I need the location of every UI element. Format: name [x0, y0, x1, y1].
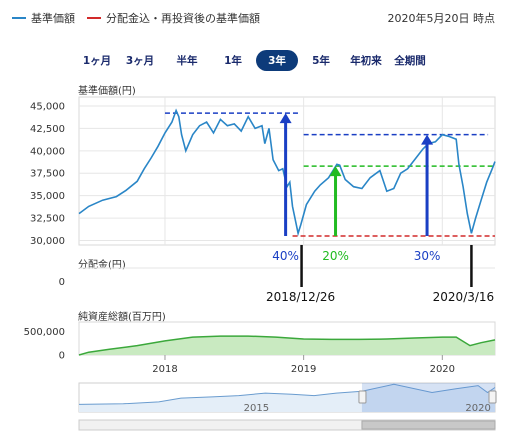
- assets-x-tick-label: 2018: [152, 364, 177, 375]
- nav-y-tick-label: 45,000: [30, 101, 65, 112]
- tab-half-year[interactable]: 半年: [176, 55, 198, 67]
- tab-3-years[interactable]: 3年: [256, 50, 298, 71]
- pct-label-20: 20%: [322, 249, 349, 263]
- assets-axis-title: 純資産総額(百万円): [78, 312, 166, 323]
- pct-label-40: 40%: [272, 249, 299, 263]
- dist-y-tick-label: 0: [59, 277, 65, 288]
- nav-series-line: [78, 108, 496, 237]
- nav-y-tick-label: 30,000: [30, 236, 65, 247]
- nav-y-tick-label: 32,500: [30, 214, 65, 225]
- navigator-area-fill: [79, 384, 495, 412]
- legend-item-reinvested: 分配金込・再投資後の基準価額: [87, 10, 260, 26]
- navigator-x-tick-label: 2015: [244, 403, 269, 414]
- tab-all-time[interactable]: 全期間: [394, 55, 426, 67]
- nav-y-tick-label: 40,000: [30, 146, 65, 157]
- navigator-x-tick-label: 2020: [465, 403, 490, 414]
- nav-y-tick-label: 42,500: [30, 124, 65, 135]
- navigator-scrollbar-thumb: [361, 420, 496, 430]
- nav-y-tick-label: 37,500: [30, 169, 65, 180]
- assets-area-fill: [79, 336, 495, 355]
- navigator-handle-right: [488, 390, 497, 404]
- assets-series-line: [78, 335, 496, 356]
- navigator-handle-left: [358, 390, 367, 404]
- legend-item-nav: 基準価額: [12, 10, 75, 26]
- dist-axis-title: 分配金(円): [78, 260, 126, 271]
- pct-label-30: 30%: [414, 249, 441, 263]
- assets-x-tick-label: 2020: [430, 364, 455, 375]
- tab-3-months[interactable]: 3ヶ月: [125, 55, 155, 67]
- chart-legend: 基準価額 分配金込・再投資後の基準価額: [12, 10, 260, 26]
- legend-swatch-reinvested: [87, 17, 101, 19]
- date-label-2020-03-16: 2020/3/16: [433, 290, 495, 304]
- assets-y-tick-label: 0: [59, 351, 65, 362]
- period-tabs: 1ヶ月 3ヶ月 半年 1年 3年 5年 年初来 全期間: [78, 50, 432, 71]
- tab-5-years[interactable]: 5年: [312, 55, 330, 67]
- legend-label-reinvested: 分配金込・再投資後の基準価額: [106, 12, 260, 25]
- date-label-2018-12-26: 2018/12/26: [266, 290, 335, 304]
- drawdown-arrow-2018-head: [279, 113, 292, 124]
- tab-ytd[interactable]: 年初来: [350, 55, 382, 67]
- tab-1-month[interactable]: 1ヶ月: [82, 55, 112, 67]
- recovery-arrow-2019-head: [329, 166, 342, 177]
- assets-y-tick-label: 500,000: [24, 327, 65, 338]
- nav-axis-title: 基準価額(円): [78, 86, 136, 97]
- navigator-selected-range: [361, 383, 495, 412]
- legend-swatch-nav: [12, 17, 26, 19]
- drawdown-arrow-2020-head: [421, 134, 434, 145]
- assets-x-tick-label: 2019: [291, 364, 316, 375]
- as-of-date: 2020年5月20日 時点: [387, 12, 496, 25]
- nav-y-tick-label: 35,000: [30, 191, 65, 202]
- tab-1-year[interactable]: 1年: [224, 55, 242, 67]
- navigator-series-line: [78, 383, 496, 405]
- legend-label-nav: 基準価額: [31, 12, 75, 25]
